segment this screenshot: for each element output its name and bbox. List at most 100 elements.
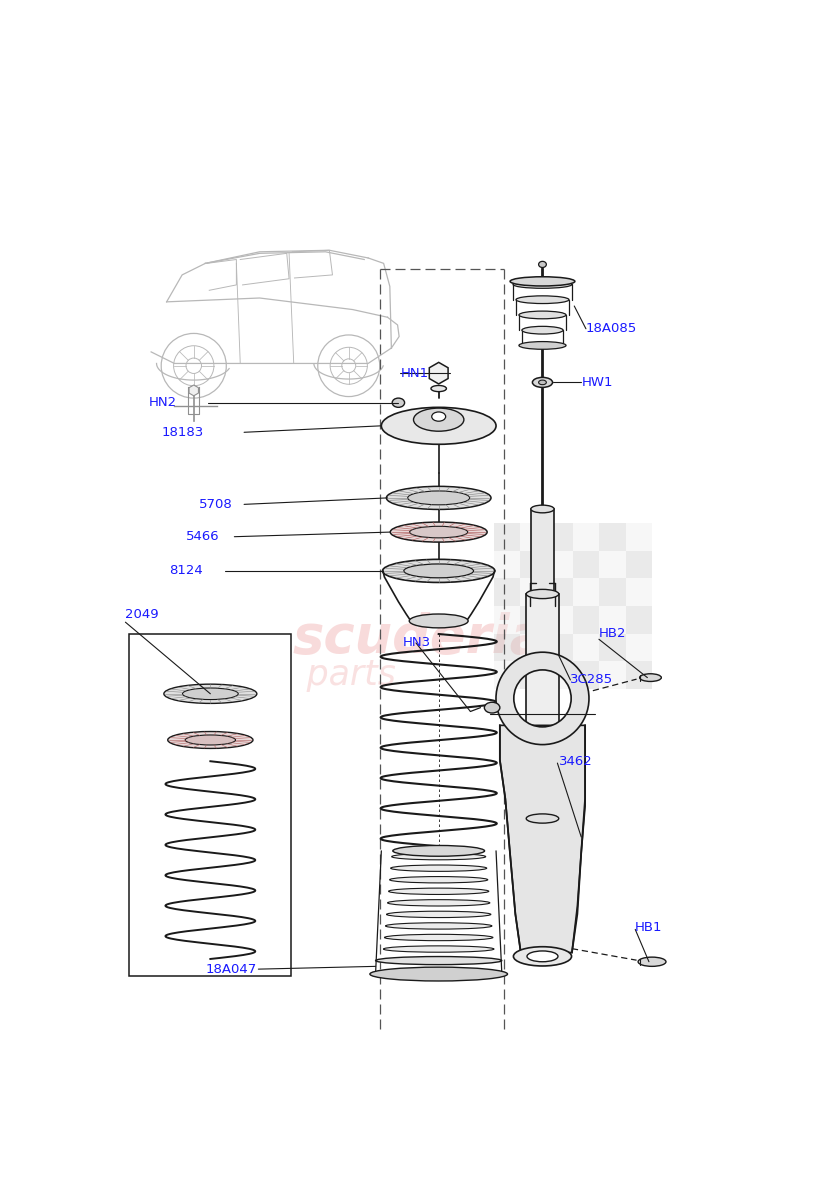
Polygon shape — [429, 362, 447, 384]
Ellipse shape — [383, 946, 493, 953]
Bar — [546, 661, 572, 689]
Bar — [530, 509, 553, 606]
Ellipse shape — [391, 853, 485, 860]
Bar — [546, 523, 572, 551]
Bar — [526, 594, 558, 818]
Bar — [572, 551, 599, 578]
Bar — [519, 606, 546, 634]
Ellipse shape — [538, 262, 546, 268]
Ellipse shape — [388, 888, 488, 894]
Ellipse shape — [538, 380, 546, 385]
Ellipse shape — [389, 876, 487, 883]
Ellipse shape — [370, 967, 507, 980]
Ellipse shape — [386, 486, 491, 510]
Ellipse shape — [530, 505, 553, 512]
Bar — [519, 523, 546, 551]
Bar — [624, 606, 651, 634]
Ellipse shape — [386, 911, 490, 918]
Bar — [572, 661, 599, 689]
Bar — [546, 551, 572, 578]
Ellipse shape — [518, 342, 565, 349]
Ellipse shape — [512, 281, 571, 288]
Ellipse shape — [527, 950, 558, 961]
Text: HN3: HN3 — [403, 636, 431, 649]
Bar — [546, 634, 572, 661]
Text: HW1: HW1 — [581, 376, 612, 389]
Ellipse shape — [413, 408, 463, 431]
Text: 3C285: 3C285 — [569, 673, 613, 686]
Ellipse shape — [381, 407, 496, 444]
Ellipse shape — [392, 846, 484, 857]
Bar — [599, 523, 624, 551]
Ellipse shape — [521, 326, 563, 334]
Text: 5466: 5466 — [186, 530, 219, 544]
Ellipse shape — [164, 684, 257, 703]
Ellipse shape — [509, 277, 574, 286]
Bar — [599, 578, 624, 606]
Ellipse shape — [182, 688, 238, 700]
Ellipse shape — [431, 385, 446, 391]
Text: 2049: 2049 — [125, 608, 159, 620]
Ellipse shape — [431, 412, 445, 421]
Ellipse shape — [403, 564, 473, 578]
Ellipse shape — [526, 589, 558, 599]
Ellipse shape — [639, 673, 660, 682]
Bar — [599, 551, 624, 578]
Bar — [493, 661, 519, 689]
Bar — [624, 551, 651, 578]
Bar — [624, 523, 651, 551]
Ellipse shape — [390, 522, 487, 542]
Ellipse shape — [392, 398, 404, 407]
Ellipse shape — [409, 527, 467, 538]
Bar — [546, 578, 572, 606]
Ellipse shape — [382, 559, 494, 582]
Ellipse shape — [167, 732, 252, 749]
Ellipse shape — [387, 900, 489, 906]
Ellipse shape — [375, 956, 501, 965]
Bar — [572, 634, 599, 661]
Bar — [493, 578, 519, 606]
Bar — [519, 661, 546, 689]
Bar — [624, 634, 651, 661]
Bar — [519, 578, 546, 606]
Ellipse shape — [185, 734, 235, 745]
Bar — [572, 523, 599, 551]
Text: scuderia: scuderia — [293, 612, 545, 665]
Ellipse shape — [512, 947, 571, 966]
Ellipse shape — [526, 814, 558, 823]
Text: 8124: 8124 — [169, 564, 203, 577]
Bar — [572, 606, 599, 634]
Ellipse shape — [515, 296, 568, 304]
Text: HB1: HB1 — [635, 922, 662, 934]
Bar — [599, 634, 624, 661]
Bar — [493, 606, 519, 634]
Ellipse shape — [637, 958, 665, 966]
Text: 18A047: 18A047 — [205, 962, 256, 976]
Bar — [129, 634, 291, 976]
Bar — [519, 551, 546, 578]
Bar — [493, 634, 519, 661]
Ellipse shape — [532, 377, 552, 388]
Ellipse shape — [484, 702, 499, 713]
Ellipse shape — [407, 491, 469, 505]
Bar — [599, 606, 624, 634]
Text: 5708: 5708 — [198, 498, 232, 511]
Ellipse shape — [409, 614, 467, 628]
Text: 18A085: 18A085 — [585, 323, 636, 335]
Polygon shape — [499, 725, 584, 953]
Bar — [546, 606, 572, 634]
Text: HN1: HN1 — [400, 367, 428, 379]
Bar — [519, 634, 546, 661]
Bar — [493, 523, 519, 551]
Text: HN2: HN2 — [149, 396, 176, 409]
Bar — [599, 661, 624, 689]
Ellipse shape — [518, 311, 565, 319]
Text: 18183: 18183 — [161, 426, 204, 439]
Polygon shape — [189, 385, 198, 396]
Ellipse shape — [385, 923, 492, 929]
Bar — [624, 661, 651, 689]
Bar — [572, 578, 599, 606]
Text: HB2: HB2 — [599, 628, 625, 641]
Text: 3462: 3462 — [558, 755, 592, 768]
Text: car    parts: car parts — [208, 659, 395, 692]
